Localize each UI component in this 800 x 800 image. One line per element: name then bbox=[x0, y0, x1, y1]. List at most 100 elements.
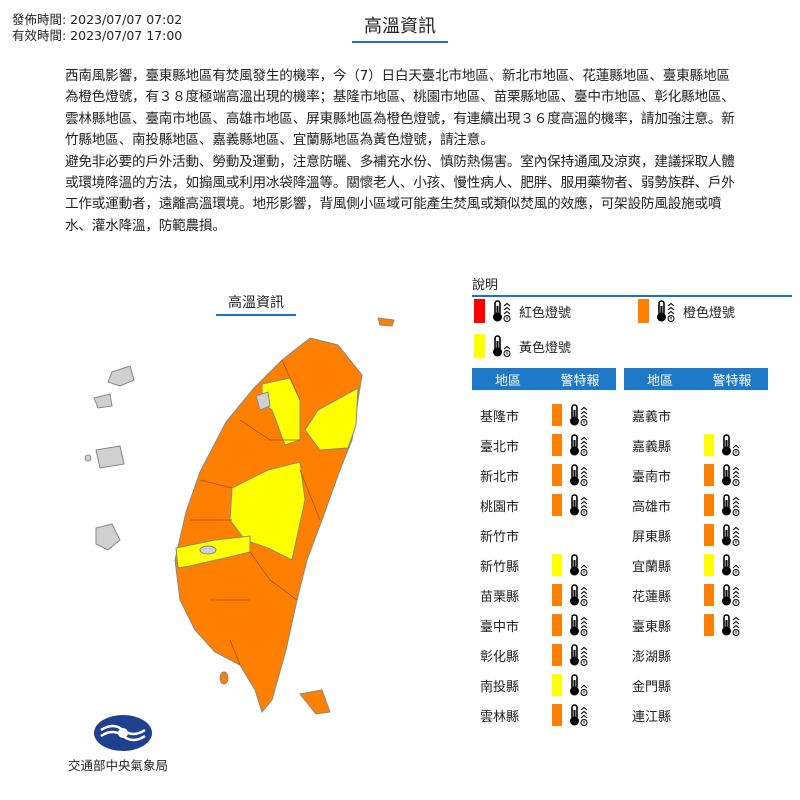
thermometer-icon bbox=[568, 553, 590, 577]
col-warning: 警特報 bbox=[560, 373, 600, 389]
yellow-swatch bbox=[552, 674, 562, 696]
map-island-liuqiu bbox=[219, 671, 229, 685]
region-name: 嘉義縣 bbox=[632, 439, 672, 455]
region-name: 宜蘭縣 bbox=[632, 559, 672, 575]
legend-yellow: 黃色燈號 bbox=[474, 334, 571, 358]
table-row: 彰化縣 bbox=[472, 642, 590, 668]
region-name: 臺北市 bbox=[480, 439, 520, 455]
table-row: 臺中市 bbox=[472, 612, 590, 638]
table-row: 金門縣 bbox=[624, 672, 704, 698]
map-region-chiayi-city bbox=[199, 545, 217, 555]
page-title: 高溫資訊 bbox=[352, 12, 448, 43]
region-name: 新北市 bbox=[480, 469, 520, 485]
legend-orange: 橙色燈號 bbox=[638, 299, 735, 323]
region-name: 澎湖縣 bbox=[632, 649, 672, 665]
thermometer-high-icon bbox=[720, 583, 742, 607]
thermometer-high-icon bbox=[568, 583, 590, 607]
table-row: 高雄市 bbox=[624, 492, 742, 518]
region-name: 花蓮縣 bbox=[632, 589, 672, 605]
orange-swatch bbox=[552, 494, 562, 516]
issued-time: 發佈時間: 2023/07/07 07:02 bbox=[12, 12, 183, 27]
region-name: 金門縣 bbox=[632, 679, 672, 695]
yellow-swatch bbox=[552, 554, 562, 576]
warning-description: 西南風影響，臺東縣地區有焚風發生的機率，今（7）日白天臺北市地區、新北市地區、花… bbox=[65, 66, 740, 237]
red-swatch bbox=[474, 299, 485, 323]
map-island-offshore-1 bbox=[377, 317, 395, 327]
thermometer-high-icon bbox=[720, 523, 742, 547]
table-row: 基隆市 bbox=[472, 402, 590, 428]
table-row: 連江縣 bbox=[624, 702, 704, 728]
thermometer-icon bbox=[720, 433, 742, 457]
table-row: 臺北市 bbox=[472, 432, 590, 458]
thermometer-icon bbox=[720, 553, 742, 577]
thermometer-high-icon bbox=[655, 299, 677, 323]
thermometer-high-icon bbox=[568, 703, 590, 727]
table-row: 桃園市 bbox=[472, 492, 590, 518]
table-row: 屏東縣 bbox=[624, 522, 742, 548]
thermometer-high-icon bbox=[568, 403, 590, 427]
thermometer-high-icon bbox=[720, 613, 742, 637]
map-island-penghu-2 bbox=[93, 393, 113, 409]
thermometer-high-icon bbox=[491, 299, 513, 323]
legend-orange-label: 橙色燈號 bbox=[683, 305, 736, 321]
table-row: 南投縣 bbox=[472, 672, 590, 698]
map-island-green bbox=[299, 689, 331, 715]
table-row: 臺東縣 bbox=[624, 612, 742, 638]
description-paragraph-1: 西南風影響，臺東縣地區有焚風發生的機率，今（7）日白天臺北市地區、新北市地區、花… bbox=[65, 68, 735, 149]
map-island-penghu-4 bbox=[84, 454, 92, 462]
map-region-taipei bbox=[255, 391, 271, 411]
orange-swatch bbox=[552, 644, 562, 666]
map-island-penghu-5 bbox=[95, 523, 121, 551]
table-row: 花蓮縣 bbox=[624, 582, 742, 608]
table-row: 嘉義市 bbox=[624, 402, 704, 428]
region-name: 新竹縣 bbox=[480, 559, 520, 575]
region-name: 彰化縣 bbox=[480, 649, 520, 665]
orange-swatch bbox=[552, 404, 562, 426]
region-name: 苗栗縣 bbox=[480, 589, 520, 605]
thermometer-high-icon bbox=[568, 463, 590, 487]
map-title: 高溫資訊 bbox=[216, 292, 296, 316]
region-name: 屏東縣 bbox=[632, 529, 672, 545]
orange-swatch bbox=[704, 464, 714, 486]
map-island-penghu-3 bbox=[95, 445, 125, 469]
table-row: 新竹市 bbox=[472, 522, 552, 548]
table-row: 新竹縣 bbox=[472, 552, 590, 578]
table-row: 雲林縣 bbox=[472, 702, 590, 728]
legend-red: 紅色燈號 bbox=[474, 299, 571, 323]
region-name: 臺中市 bbox=[480, 619, 520, 635]
orange-swatch bbox=[552, 614, 562, 636]
yellow-swatch bbox=[704, 554, 714, 576]
thermometer-high-icon bbox=[568, 433, 590, 457]
orange-swatch bbox=[638, 299, 649, 323]
thermometer-high-icon bbox=[568, 643, 590, 667]
thermometer-icon bbox=[568, 673, 590, 697]
table-row: 新北市 bbox=[472, 462, 590, 488]
region-name: 桃園市 bbox=[480, 499, 520, 515]
valid-time: 有效時間: 2023/07/07 17:00 bbox=[12, 28, 183, 43]
legend-yellow-label: 黃色燈號 bbox=[519, 340, 572, 356]
legend-red-label: 紅色燈號 bbox=[519, 305, 572, 321]
table-row: 臺南市 bbox=[624, 462, 742, 488]
thermometer-icon bbox=[491, 334, 513, 358]
table-row: 苗栗縣 bbox=[472, 582, 590, 608]
orange-swatch bbox=[704, 614, 714, 636]
orange-swatch bbox=[552, 434, 562, 456]
legend-title: 說明 bbox=[472, 274, 792, 297]
region-name: 高雄市 bbox=[632, 499, 672, 515]
table-header-right: 地區 警特報 bbox=[624, 368, 768, 390]
region-name: 基隆市 bbox=[480, 409, 520, 425]
region-name: 臺東縣 bbox=[632, 619, 672, 635]
orange-swatch bbox=[704, 524, 714, 546]
region-name: 臺南市 bbox=[632, 469, 672, 485]
agency-name: 交通部中央氣象局 bbox=[68, 758, 169, 773]
thermometer-high-icon bbox=[720, 463, 742, 487]
thermometer-high-icon bbox=[568, 613, 590, 637]
map-island-penghu-1 bbox=[107, 365, 135, 387]
orange-swatch bbox=[704, 494, 714, 516]
thermometer-high-icon bbox=[720, 493, 742, 517]
orange-swatch bbox=[552, 464, 562, 486]
orange-swatch bbox=[704, 584, 714, 606]
region-name: 南投縣 bbox=[480, 679, 520, 695]
yellow-swatch bbox=[704, 434, 714, 456]
col-warning: 警特報 bbox=[712, 373, 752, 389]
